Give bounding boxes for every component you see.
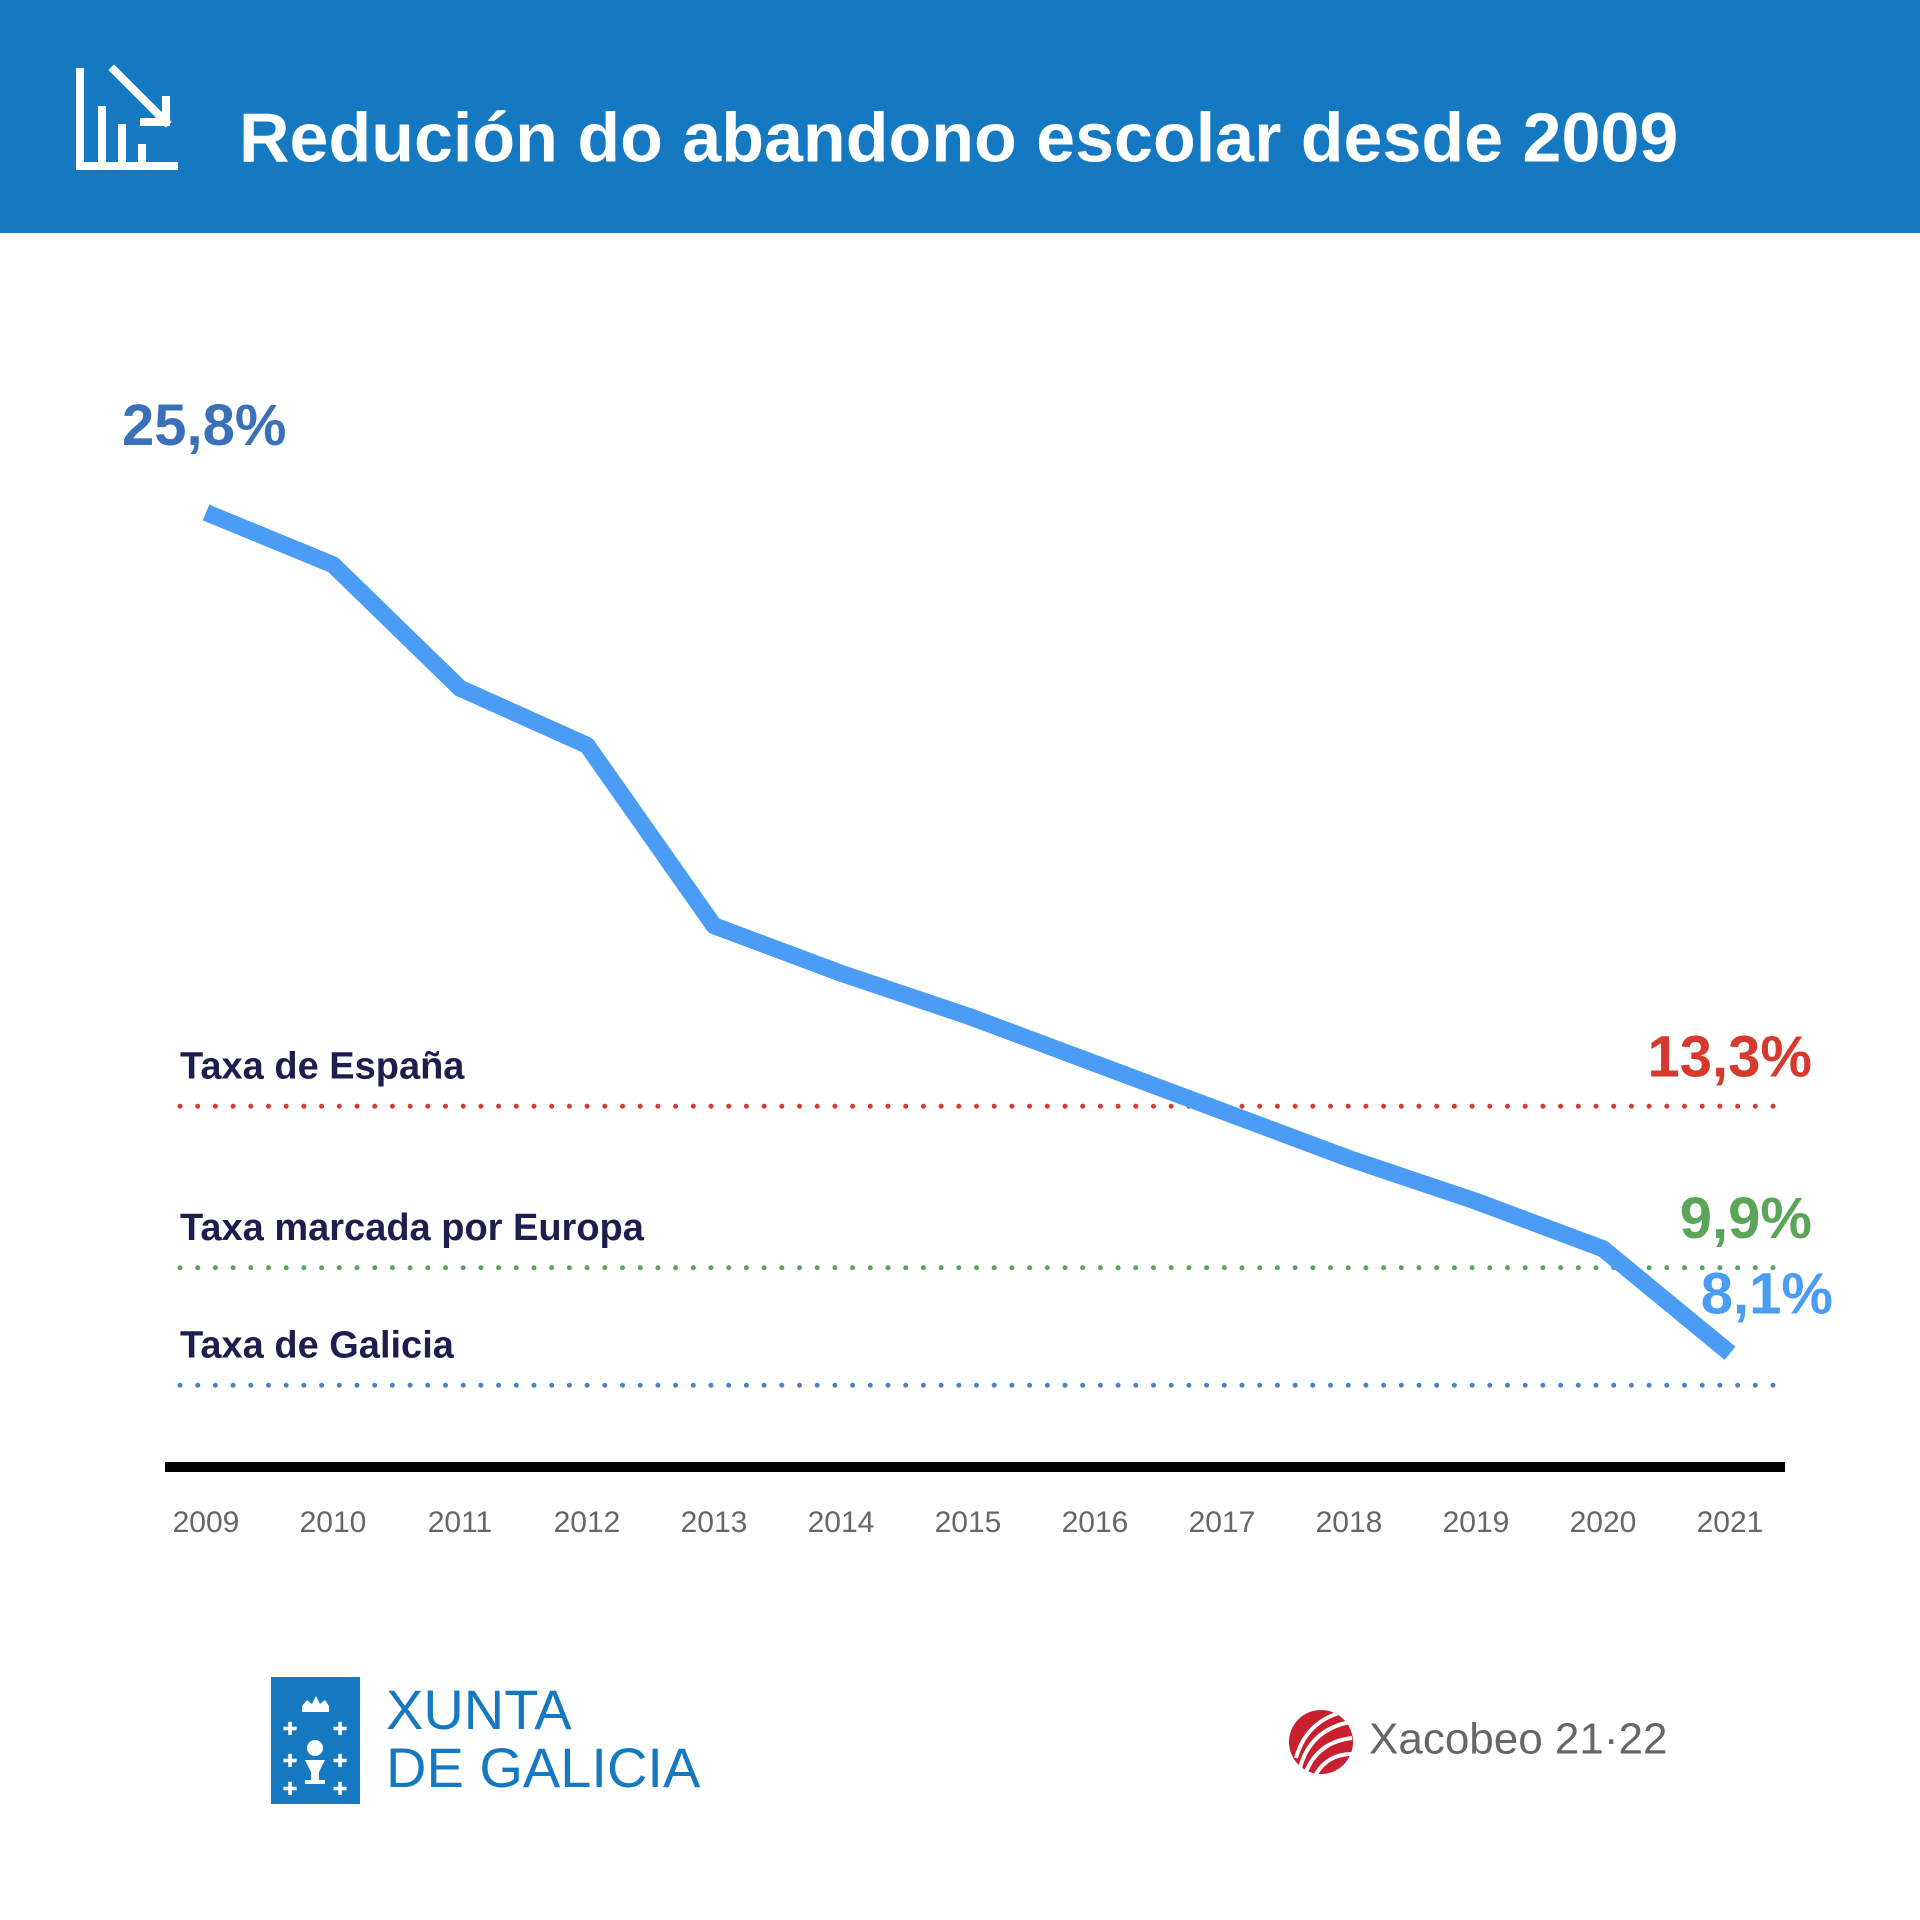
reference-value: 9,9% — [1680, 1186, 1812, 1251]
data-label: 25,8% — [122, 393, 286, 458]
cross: ✚ — [282, 1751, 297, 1771]
chart-icon — [76, 64, 178, 170]
reference-value: 13,3% — [1648, 1025, 1812, 1090]
series-name: Taxa de Galicia — [180, 1324, 455, 1366]
x-tick-label: 2012 — [554, 1506, 621, 1539]
xunta-text: XUNTA — [386, 1678, 572, 1741]
x-tick-label: 2017 — [1189, 1506, 1256, 1539]
xunta-emblem: ✚ ✚ ✚ ✚ ✚ ✚ — [282, 1696, 348, 1799]
cross: ✚ — [282, 1719, 297, 1739]
x-tick-label: 2010 — [300, 1506, 367, 1539]
plot: 2009 2010 2011 2012 2013 2014 2015 2016 2017 2018… — [122, 393, 1833, 1539]
cross: ✚ — [332, 1779, 347, 1799]
x-tick-label: 2021 — [1697, 1506, 1764, 1539]
x-tick-label: 2016 — [1062, 1506, 1129, 1539]
xacobeo-text: Xacobeo 21·22 — [1369, 1715, 1667, 1764]
x-tick-label: 2015 — [935, 1506, 1002, 1539]
data-label: 8,1% — [1701, 1262, 1833, 1327]
x-tick-label: 2018 — [1316, 1506, 1383, 1539]
cross: ✚ — [332, 1751, 347, 1771]
header-bar — [0, 0, 1920, 233]
reference-name: Taxa marcada por Europa — [180, 1207, 645, 1249]
cross: ✚ — [282, 1779, 297, 1799]
x-tick-label: 2013 — [681, 1506, 748, 1539]
xunta-text: DE GALICIA — [386, 1736, 701, 1799]
xacobeo-logo — [1289, 1710, 1353, 1776]
x-tick-label: 2009 — [173, 1506, 240, 1539]
x-tick-label: 2019 — [1443, 1506, 1510, 1539]
chart-title: Redución do abandono escolar desde 2009 — [239, 98, 1678, 176]
x-tick-label: 2020 — [1570, 1506, 1637, 1539]
data-line — [202, 504, 1736, 1360]
reference-name: Taxa de España — [180, 1045, 465, 1087]
x-tick-label: 2014 — [808, 1506, 875, 1539]
cross: ✚ — [332, 1719, 347, 1739]
x-tick-label: 2011 — [428, 1506, 493, 1539]
